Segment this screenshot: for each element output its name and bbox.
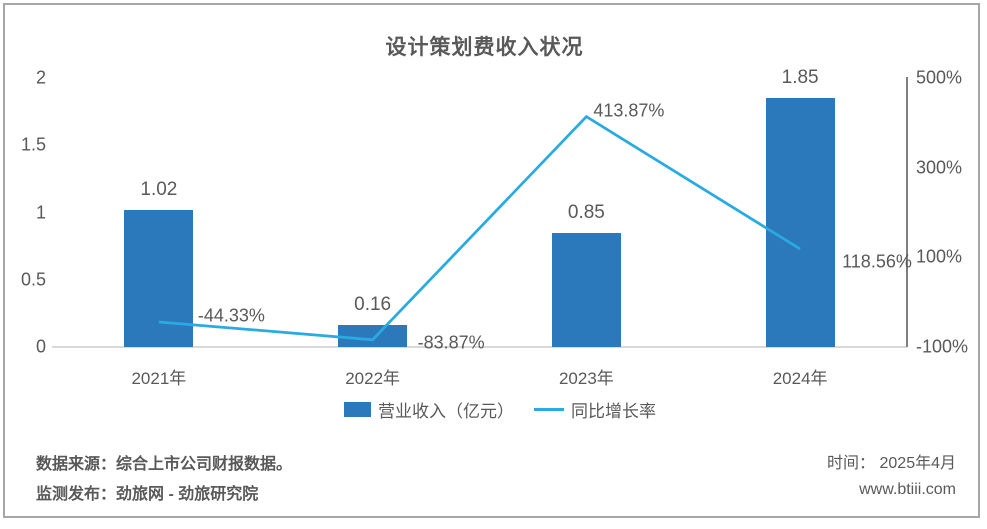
left-axis-tick-1.5: 1.5 (20, 134, 46, 155)
legend-line-swatch (534, 407, 564, 411)
website-text: www.btiii.com (859, 481, 956, 498)
footer-source-block: 数据来源：综合上市公司财报数据。 监测发布：劲旅网 - 劲旅研究院 (36, 450, 292, 510)
legend: 营业收入（亿元） 同比增长率 (344, 396, 656, 422)
legend-bar-swatch (344, 401, 371, 417)
bar-value-label-2021年: 1.02 (140, 178, 178, 200)
legend-line-label: 同比增长率 (571, 401, 656, 421)
footer-meta-block: 时间： 2025年4月 www.btiii.com (827, 451, 956, 503)
report-time-text: 时间： 2025年4月 (827, 455, 956, 472)
bar-2022年 (338, 325, 408, 347)
line-value-label-2021年: -44.33% (197, 305, 265, 326)
x-axis-label-2022年: 2022年 (345, 369, 401, 388)
left-axis-tick-0.5: 0.5 (20, 269, 46, 290)
bar-2024年 (765, 98, 835, 347)
x-axis-label-2023年: 2023年 (558, 369, 614, 388)
left-axis-tick-0: 0 (35, 336, 46, 357)
left-axis-tick-2: 2 (35, 67, 46, 88)
bar-value-label-2023年: 0.85 (567, 201, 605, 223)
x-axis-baseline (52, 346, 907, 348)
x-axis-label-2024年: 2024年 (772, 369, 828, 388)
bar-value-label-2022年: 0.16 (354, 294, 392, 316)
line-value-label-2022年: -83.87% (417, 332, 485, 353)
bar-value-label-2024年: 1.85 (781, 67, 819, 89)
data-source-text: 数据来源：综合上市公司财报数据。 (36, 456, 293, 473)
chart-title: 设计策划费收入状况 (385, 36, 584, 59)
line-value-label-2024年: 118.56% (842, 251, 912, 272)
x-axis-label-2021年: 2021年 (131, 369, 187, 388)
left-axis-tick-1: 1 (35, 202, 46, 222)
right-axis-tick--100: -100% (916, 336, 969, 357)
line-value-label-2023年: 413.87% (593, 100, 665, 121)
bar-2023年 (551, 232, 621, 347)
legend-bar-label: 营业收入（亿元） (378, 401, 514, 421)
right-axis-tick-300: 300% (916, 157, 963, 178)
publisher-text: 监测发布：劲旅网 - 劲旅研究院 (36, 486, 259, 503)
right-axis-tick-100: 100% (916, 246, 963, 267)
right-axis-tick-500: 500% (916, 67, 963, 88)
right-axis-line (906, 77, 908, 347)
